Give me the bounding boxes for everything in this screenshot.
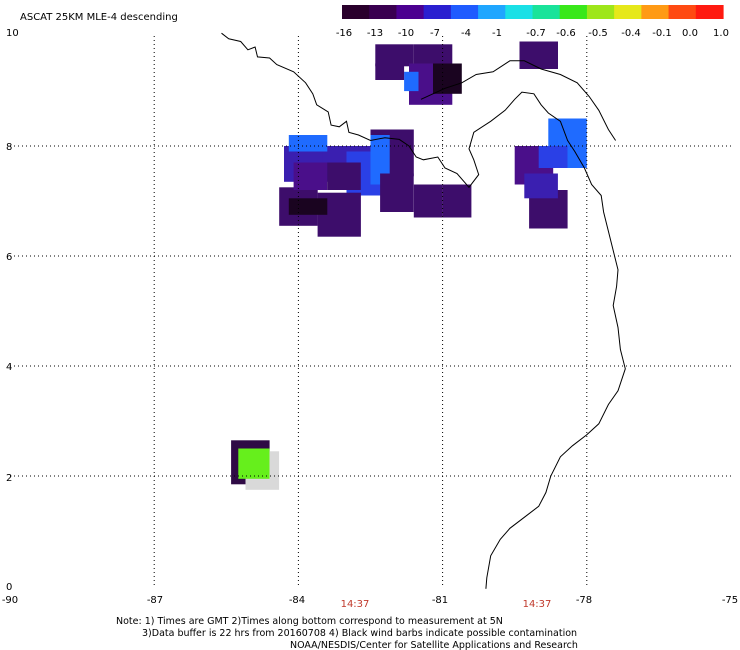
x-tick-label-m87: -87 (147, 595, 163, 606)
colorbar-label-10: -0.1 (652, 28, 672, 39)
colorbar-segment (532, 5, 561, 19)
data-cell (519, 41, 558, 69)
x-tick-label-m81: -81 (432, 595, 448, 606)
data-cell (288, 135, 328, 152)
note-line-1: Note: 1) Times are GMT 2)Times along bot… (116, 616, 503, 627)
colorbar-label-7: -0.6 (556, 28, 576, 39)
colorbar-segment (396, 5, 425, 19)
data-cell (404, 71, 419, 92)
data-cell (288, 198, 328, 215)
time-label-2: 14:37 (523, 599, 552, 610)
data-cell (293, 162, 328, 190)
colorbar-segment (369, 5, 398, 19)
y-tick-label-10: 10 (6, 28, 19, 39)
colorbar-segment (505, 5, 534, 19)
time-labels: 14:37 14:37 (341, 599, 552, 610)
x-tick-label-m84: -84 (289, 595, 305, 606)
colorbar-segment (641, 5, 670, 19)
data-cell (413, 184, 443, 218)
data-cell (442, 184, 472, 218)
footnotes: Note: 1) Times are GMT 2)Times along bot… (116, 616, 578, 650)
coastline-main (221, 32, 626, 589)
data-cell (524, 173, 558, 199)
data-cell (538, 146, 568, 168)
data-cell (375, 44, 414, 67)
colorbar-label-8: -0.5 (588, 28, 608, 39)
y-tick-label-2: 2 (6, 473, 12, 484)
backscatter-cells (231, 41, 587, 490)
coastline-caribbean (420, 60, 617, 141)
note-line-3: NOAA/NESDIS/Center for Satellite Applica… (290, 640, 578, 650)
y-axis-labels: 10 8 6 4 2 0 (6, 28, 19, 593)
x-axis-labels: -90 -87 -84 -81 -78 -75 (2, 595, 738, 606)
x-tick-label-m75: -75 (722, 595, 738, 606)
data-cell (375, 63, 405, 80)
colorbar-tick-labels: -16 -13 -10 -7 -4 -1 -0.7 -0.6 -0.5 -0.4… (336, 28, 729, 39)
data-cell (380, 173, 414, 212)
colorbar-segment (668, 5, 697, 19)
colorbar-label-2: -10 (398, 28, 414, 39)
colorbar-label-1: -13 (367, 28, 383, 39)
y-tick-label-6: 6 (6, 252, 12, 263)
colorbar-label-5: -1 (492, 28, 502, 39)
data-cell (433, 63, 462, 94)
y-tick-label-4: 4 (6, 362, 12, 373)
colorbar-label-11: 0.0 (682, 28, 698, 39)
coastline (221, 32, 626, 589)
colorbar-label-9: -0.4 (621, 28, 641, 39)
colorbar-segment (423, 5, 452, 19)
y-tick-label-0: 0 (6, 582, 12, 593)
colorbar-segment (342, 5, 370, 19)
data-cell (238, 448, 270, 479)
data-cell (327, 162, 361, 190)
colorbar-segment (559, 5, 588, 19)
colorbar-label-0: -16 (336, 28, 352, 39)
colorbar-label-3: -7 (430, 28, 440, 39)
colorbar-label-4: -4 (461, 28, 471, 39)
colorbar-segment (450, 5, 479, 19)
colorbar (342, 5, 724, 19)
y-tick-label-8: 8 (6, 142, 12, 153)
lat-lon-grid (10, 36, 731, 586)
note-line-2: 3)Data buffer is 22 hrs from 20160708 4)… (142, 628, 577, 639)
plot-title: ASCAT 25KM MLE-4 descending (20, 12, 178, 23)
colorbar-segment (695, 5, 724, 19)
time-label-1: 14:37 (341, 599, 370, 610)
colorbar-label-6: -0.7 (526, 28, 546, 39)
colorbar-segment (478, 5, 506, 19)
colorbar-label-12: 1.0 (713, 28, 729, 39)
data-cell (370, 135, 390, 185)
colorbar-segment (586, 5, 615, 19)
x-tick-label-m90: -90 (2, 595, 18, 606)
colorbar-segment (614, 5, 642, 19)
x-tick-label-m78: -78 (576, 595, 592, 606)
